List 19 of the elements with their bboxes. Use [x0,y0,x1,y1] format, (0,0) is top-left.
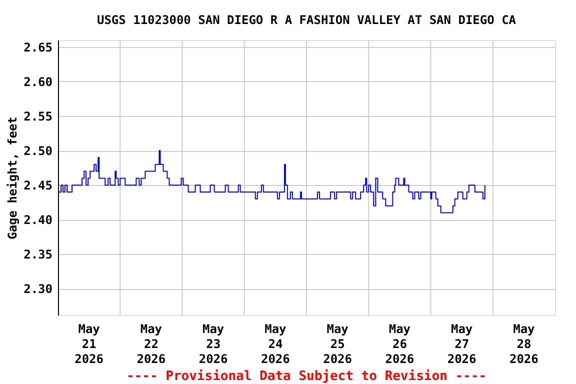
x-tick-label: May 21 2026 [74,322,104,366]
x-tick-label: May 24 2026 [260,322,290,366]
x-tick-label: May 25 2026 [323,322,352,366]
y-tick-label: 2.55 [24,110,52,124]
x-tick-label: May 27 2026 [447,322,476,366]
x-tick-label: May 23 2026 [198,322,228,366]
y-tick-label: 2.65 [24,40,52,54]
y-tick-label: 2.45 [24,178,52,193]
x-tick-label: May 28 2026 [509,322,538,366]
y-tick-label: 2.30 [24,282,52,296]
y-tick-label: 2.60 [24,74,52,89]
x-tick-label: May 26 2026 [385,322,414,366]
y-tick-label: 2.35 [24,248,52,262]
x-tick-label: May 22 2026 [136,322,166,366]
y-tick-label: 2.50 [24,144,52,158]
y-axis-title: Gage height, feet [6,116,20,240]
chart-title: USGS 11023000 SAN DIEGO R A FASHION VALLEY AT SAN DIEGO CA [96,13,517,27]
text: ---- Provisional Data Subject to Revision ---- [126,369,487,384]
y-tick-label: 2.40 [24,213,52,228]
